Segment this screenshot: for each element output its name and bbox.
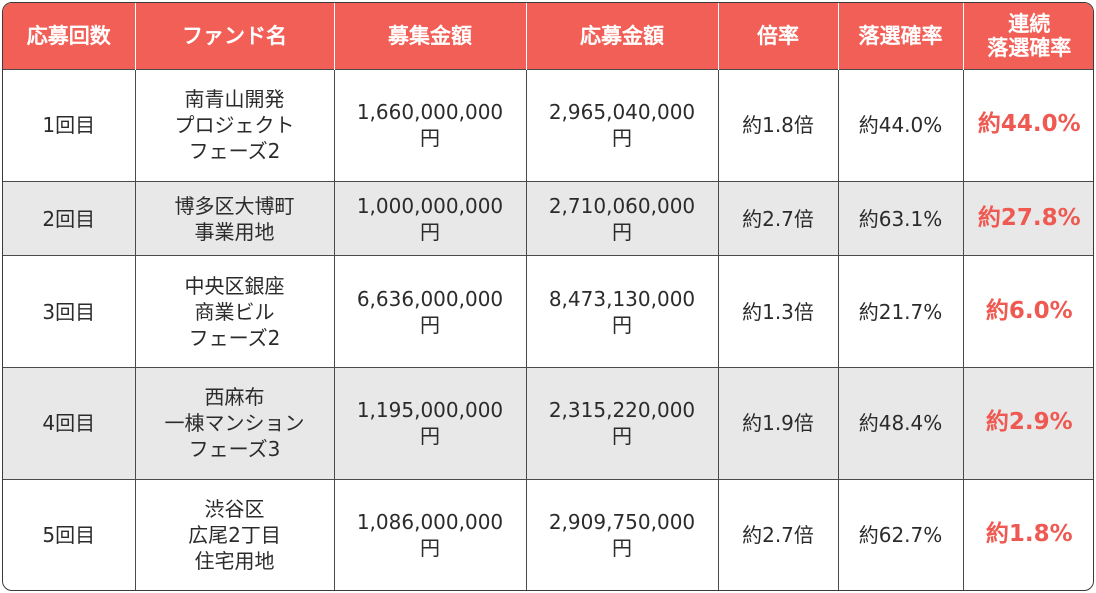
fund-name-line: 中央区銀座 <box>184 273 285 298</box>
header-streak-line2: 落選確率 <box>987 36 1072 60</box>
raise-amount-value: 1,000,000,000 <box>356 193 504 218</box>
ratio-cell: 約1.8倍 <box>718 69 839 182</box>
fund-name-line: 住宅用地 <box>194 548 275 573</box>
header-streak-line1: 連続 <box>1008 11 1051 36</box>
round-cell: 2回目 <box>3 180 136 256</box>
raise-amount-unit: 円 <box>420 126 440 151</box>
fund-name-cell: 博多区大博町 事業用地 <box>135 180 335 256</box>
raise-amount-value: 1,086,000,000 <box>356 509 504 534</box>
loss-probability-cell: 約63.1% <box>838 180 964 256</box>
table-row: 3回目 中央区銀座 商業ビル フェーズ2 6,636,000,000 円 8,473,130… <box>3 255 1093 368</box>
raise-amount-cell: 1,660,000,000 円 <box>334 69 527 182</box>
lottery-results-table: 応募回数 ファンド名 募集金額 応募金額 倍率 落選確率 連続 落選確率 1回目… <box>3 3 1093 590</box>
round-cell: 3回目 <box>3 255 136 368</box>
fund-name-line: 広尾2丁目 <box>188 522 281 547</box>
raise-amount-cell: 6,636,000,000 円 <box>334 255 527 368</box>
header-raise-amount: 募集金額 <box>334 3 527 70</box>
fund-name-line: 博多区大博町 <box>174 193 295 218</box>
ratio-cell: 約1.3倍 <box>718 255 839 368</box>
fund-name-cell: 中央区銀座 商業ビル フェーズ2 <box>135 255 335 368</box>
round-cell: 5回目 <box>3 478 136 590</box>
applied-amount-value: 2,710,060,000 <box>548 193 696 218</box>
raise-amount-unit: 円 <box>420 535 440 560</box>
raise-amount-value: 1,195,000,000 <box>356 398 504 423</box>
raise-amount-value: 6,636,000,000 <box>356 286 504 311</box>
table-header-row: 応募回数 ファンド名 募集金額 応募金額 倍率 落選確率 連続 落選確率 <box>3 3 1093 70</box>
loss-probability-cell: 約48.4% <box>838 367 964 480</box>
table-row: 4回目 西麻布 一棟マンション フェーズ3 1,195,000,000 円 2,315,22… <box>3 367 1093 480</box>
applied-amount-value: 2,965,040,000 <box>548 100 696 125</box>
fund-name-line: 商業ビル <box>194 299 275 324</box>
fund-name-line: 南青山開発 <box>184 87 285 112</box>
table-row: 5回目 渋谷区 広尾2丁目 住宅用地 1,086,000,000 円 2,909,750,0… <box>3 478 1093 590</box>
applied-amount-value: 8,473,130,000 <box>548 286 696 311</box>
header-round: 応募回数 <box>3 3 136 70</box>
applied-amount-unit: 円 <box>612 424 632 449</box>
applied-amount-unit: 円 <box>612 535 632 560</box>
ratio-cell: 約2.7倍 <box>718 180 839 256</box>
round-cell: 1回目 <box>3 69 136 182</box>
streak-loss-probability-cell: 約1.8% <box>963 478 1093 590</box>
applied-amount-cell: 2,909,750,000 円 <box>526 478 719 590</box>
fund-name-line: フェーズ2 <box>188 325 281 350</box>
fund-name-line: 西麻布 <box>204 385 265 410</box>
header-loss-probability: 落選確率 <box>838 3 964 70</box>
applied-amount-unit: 円 <box>612 219 632 244</box>
raise-amount-unit: 円 <box>420 219 440 244</box>
streak-loss-probability-cell: 約44.0% <box>963 69 1093 182</box>
fund-name-cell: 渋谷区 広尾2丁目 住宅用地 <box>135 478 335 590</box>
applied-amount-cell: 8,473,130,000 円 <box>526 255 719 368</box>
applied-amount-unit: 円 <box>612 126 632 151</box>
streak-loss-probability-cell: 約27.8% <box>963 180 1093 256</box>
header-fund-name: ファンド名 <box>135 3 335 70</box>
applied-amount-cell: 2,965,040,000 円 <box>526 69 719 182</box>
fund-name-cell: 南青山開発 プロジェクト フェーズ2 <box>135 69 335 182</box>
header-ratio: 倍率 <box>718 3 839 70</box>
header-streak-loss-probability: 連続 落選確率 <box>963 3 1093 70</box>
raise-amount-cell: 1,000,000,000 円 <box>334 180 527 256</box>
applied-amount-value: 2,909,750,000 <box>548 509 696 534</box>
raise-amount-unit: 円 <box>420 424 440 449</box>
round-cell: 4回目 <box>3 367 136 480</box>
fund-name-line: 一棟マンション <box>164 411 305 436</box>
applied-amount-cell: 2,315,220,000 円 <box>526 367 719 480</box>
fund-name-line: 渋谷区 <box>204 496 265 521</box>
streak-loss-probability-cell: 約6.0% <box>963 255 1093 368</box>
loss-probability-cell: 約62.7% <box>838 478 964 590</box>
applied-amount-value: 2,315,220,000 <box>548 398 696 423</box>
raise-amount-cell: 1,195,000,000 円 <box>334 367 527 480</box>
ratio-cell: 約2.7倍 <box>718 478 839 590</box>
fund-name-line: フェーズ3 <box>188 437 281 462</box>
raise-amount-value: 1,660,000,000 <box>356 100 504 125</box>
applied-amount-cell: 2,710,060,000 円 <box>526 180 719 256</box>
raise-amount-cell: 1,086,000,000 円 <box>334 478 527 590</box>
fund-name-line: フェーズ2 <box>188 139 281 164</box>
applied-amount-unit: 円 <box>612 312 632 337</box>
fund-name-line: 事業用地 <box>194 219 275 244</box>
fund-name-line: プロジェクト <box>174 113 295 138</box>
loss-probability-cell: 約44.0% <box>838 69 964 182</box>
header-applied-amount: 応募金額 <box>526 3 719 70</box>
streak-loss-probability-cell: 約2.9% <box>963 367 1093 480</box>
table-row: 1回目 南青山開発 プロジェクト フェーズ2 1,660,000,000 円 2,965,0… <box>3 69 1093 182</box>
fund-name-cell: 西麻布 一棟マンション フェーズ3 <box>135 367 335 480</box>
ratio-cell: 約1.9倍 <box>718 367 839 480</box>
table-row: 2回目 博多区大博町 事業用地 1,000,000,000 円 2,710,060,000… <box>3 180 1093 256</box>
raise-amount-unit: 円 <box>420 312 440 337</box>
loss-probability-cell: 約21.7% <box>838 255 964 368</box>
